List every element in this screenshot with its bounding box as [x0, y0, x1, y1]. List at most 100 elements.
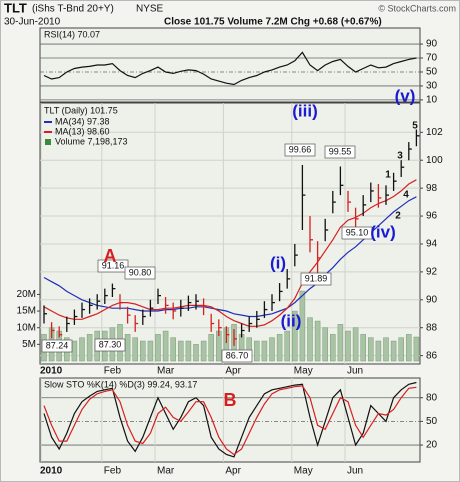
legend-title: TLT (Daily) 101.75 — [44, 105, 118, 115]
wave-label: (ii) — [281, 311, 302, 330]
price-label-box — [41, 339, 73, 353]
price-label: 99.66 — [289, 144, 312, 154]
volume-bar — [360, 334, 366, 362]
volume-bar — [375, 340, 382, 362]
volume-bar — [124, 334, 131, 362]
y-tick-label: 98 — [426, 183, 438, 194]
volume-bar — [170, 337, 176, 362]
volume-bar — [368, 337, 374, 362]
y-tick-label: 92 — [426, 267, 438, 278]
volume-bar — [345, 330, 351, 362]
wave-label: 2 — [395, 211, 401, 222]
y-tick-label: 30 — [426, 81, 438, 92]
price-label-box — [324, 145, 356, 159]
volume-bar — [147, 340, 154, 362]
price-label: 87.30 — [99, 339, 122, 349]
y-tick-label: 102 — [426, 127, 443, 138]
price-label-box — [94, 338, 126, 352]
y-tick-label: 88 — [426, 322, 438, 333]
volume-bar — [79, 337, 85, 362]
x-tick-label: May — [294, 466, 313, 477]
x-tick-label: Mar — [157, 466, 175, 477]
volume-bar — [314, 320, 321, 362]
x-tick-label: 2010 — [40, 466, 63, 477]
x-tick-label: Jun — [347, 466, 363, 477]
volume-bar — [383, 337, 389, 362]
volume-bar — [132, 337, 138, 362]
volume-bar — [155, 334, 161, 362]
panel-title: RSI(14) 70.07 — [44, 29, 100, 39]
wave-label: 4 — [403, 190, 409, 201]
wave-label: 5 — [412, 121, 418, 132]
volume-bar — [398, 337, 404, 362]
x-tick-label: 2010 — [40, 366, 63, 377]
volume-bar — [193, 344, 199, 362]
volume-bar — [254, 340, 260, 362]
volume-bar — [208, 334, 214, 362]
volume-bar — [86, 334, 93, 362]
price-label: 86.70 — [226, 350, 249, 360]
wave-label: B — [224, 390, 237, 410]
price-label-box — [341, 226, 373, 240]
volume-bar — [330, 334, 336, 362]
price-label: 90.80 — [129, 267, 152, 277]
volume-bar — [200, 340, 207, 362]
date: 30-Jun-2010 — [4, 17, 61, 28]
y-tick-label: 90 — [426, 39, 438, 50]
x-tick-label: Feb — [104, 466, 122, 477]
wave-label: (i) — [270, 253, 286, 272]
symbol: TLT — [4, 0, 27, 15]
volume-tick-label: 20M — [17, 289, 36, 300]
volume-tick-label: 15M — [17, 306, 36, 317]
volume-bar — [71, 340, 78, 362]
y-tick-label: 20 — [426, 440, 438, 451]
panel — [39, 102, 421, 365]
moving-average — [43, 196, 417, 318]
x-tick-label: Jun — [347, 366, 363, 377]
volume-bar — [269, 337, 275, 362]
exchange: NYSE — [136, 4, 164, 15]
y-tick-label: 50 — [426, 416, 438, 427]
price-label: 99.55 — [329, 146, 352, 156]
wave-label: A — [104, 246, 117, 266]
y-tick-label: 10 — [426, 95, 438, 106]
price-label: 91.89 — [305, 273, 328, 283]
volume-tick-label: 5M — [22, 339, 36, 350]
price-label: 95.10 — [346, 227, 369, 237]
volume-bar — [322, 327, 328, 362]
volume-bar — [352, 327, 359, 362]
volume-bar — [261, 340, 268, 362]
volume-bar — [284, 330, 290, 362]
panel-title: Slow STO %K(14) %D(3) 99.24, 93.17 — [44, 379, 197, 389]
stats: Close 101.75 Volume 7.2M Chg +0.68 (+0.6… — [164, 17, 382, 28]
wave-label: (iii) — [292, 101, 318, 120]
wave-label: 1 — [385, 170, 391, 181]
security-name: (iShs T-Bnd 20+Y) — [32, 4, 114, 15]
volume-bar — [406, 334, 412, 362]
price-label-box — [97, 259, 129, 273]
volume-bar — [178, 340, 184, 362]
volume-bar — [337, 324, 344, 362]
legend-label: MA(34) 97.38 — [55, 116, 110, 126]
x-tick-label: Mar — [157, 366, 175, 377]
x-tick-label: May — [294, 366, 313, 377]
volume-bar — [413, 336, 420, 362]
wave-label: (v) — [395, 86, 416, 105]
price-label: 87.24 — [46, 340, 69, 350]
source: © StockCharts.com — [378, 3, 456, 13]
price-label-box — [124, 266, 156, 280]
y-tick-label: 94 — [426, 239, 438, 250]
x-tick-label: Apr — [225, 466, 241, 477]
wave-label: (iv) — [370, 222, 396, 241]
volume-bar — [299, 290, 306, 362]
price-label-box — [300, 272, 332, 286]
indicator-line — [43, 381, 417, 458]
volume-tick-label: 10M — [17, 322, 36, 333]
volume-bar — [390, 340, 397, 362]
y-tick-label: 86 — [426, 350, 438, 361]
y-tick-label: 80 — [426, 392, 438, 403]
volume-bar — [140, 340, 146, 362]
